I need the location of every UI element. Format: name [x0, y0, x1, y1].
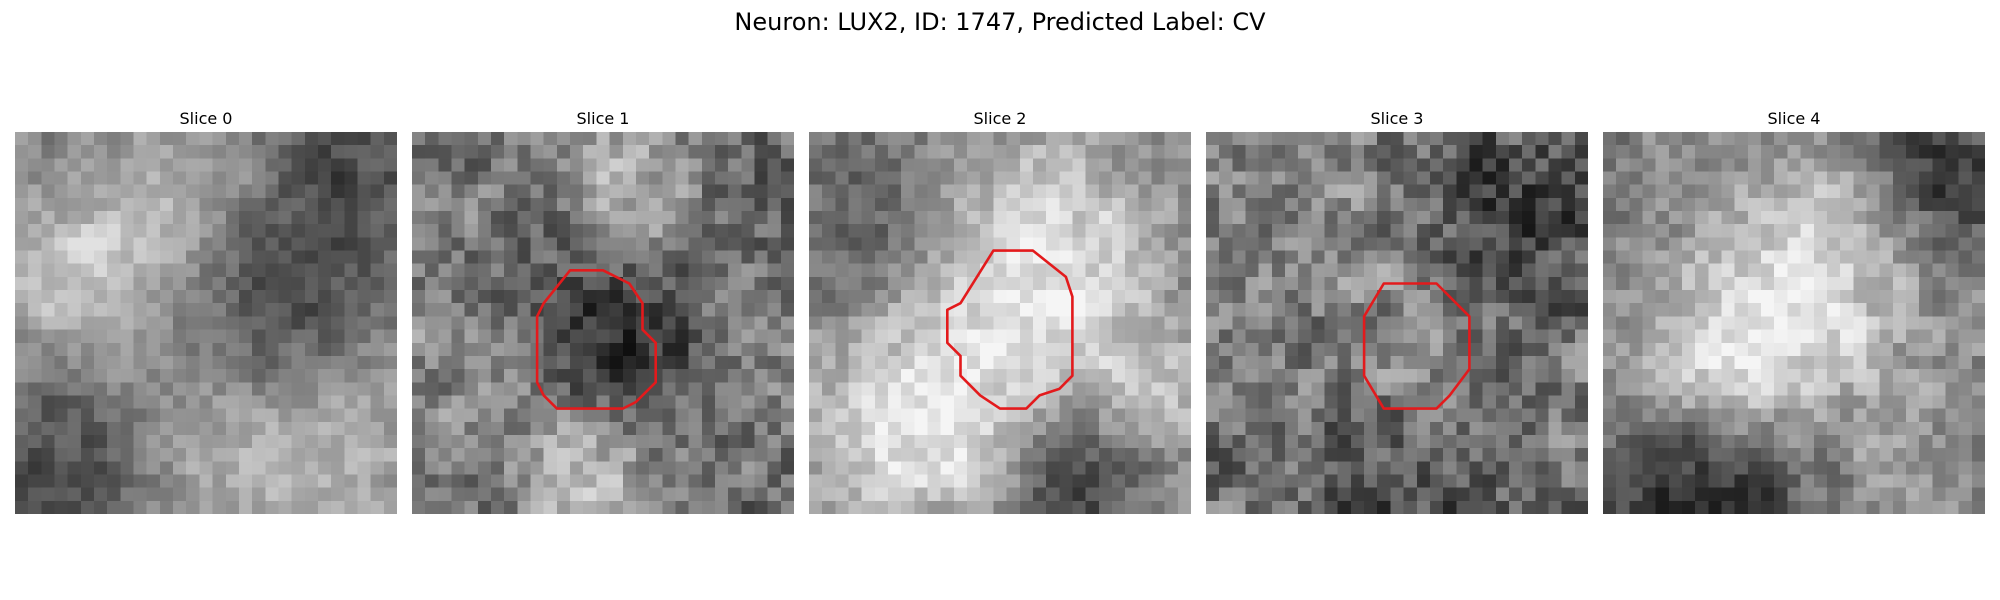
slice-image-4	[1603, 132, 1985, 514]
roi-contour-1	[535, 269, 657, 410]
slice-pixels-0	[15, 132, 397, 514]
slice-title-2: Slice 2	[973, 109, 1027, 128]
slice-panel-1: Slice 1	[412, 108, 794, 514]
slice-panel-0: Slice 0	[15, 108, 397, 514]
slice-image-1	[412, 132, 794, 514]
slice-pixels-3	[1206, 132, 1588, 514]
slice-pixels-4	[1603, 132, 1985, 514]
slice-pixels-1	[412, 132, 794, 514]
slice-panel-4: Slice 4	[1603, 108, 1985, 514]
figure-title: Neuron: LUX2, ID: 1747, Predicted Label:…	[734, 8, 1266, 36]
slice-title-3: Slice 3	[1370, 109, 1424, 128]
slice-image-0	[15, 132, 397, 514]
slice-title-1: Slice 1	[576, 109, 630, 128]
roi-contour-2	[946, 249, 1074, 410]
slice-title-4: Slice 4	[1767, 109, 1821, 128]
slice-title-0: Slice 0	[179, 109, 233, 128]
slice-panel-2: Slice 2	[809, 108, 1191, 514]
slice-panel-3: Slice 3	[1206, 108, 1588, 514]
roi-contour-3	[1362, 282, 1471, 410]
slice-pixels-2	[809, 132, 1191, 514]
slice-image-3	[1206, 132, 1588, 514]
slice-image-2	[809, 132, 1191, 514]
